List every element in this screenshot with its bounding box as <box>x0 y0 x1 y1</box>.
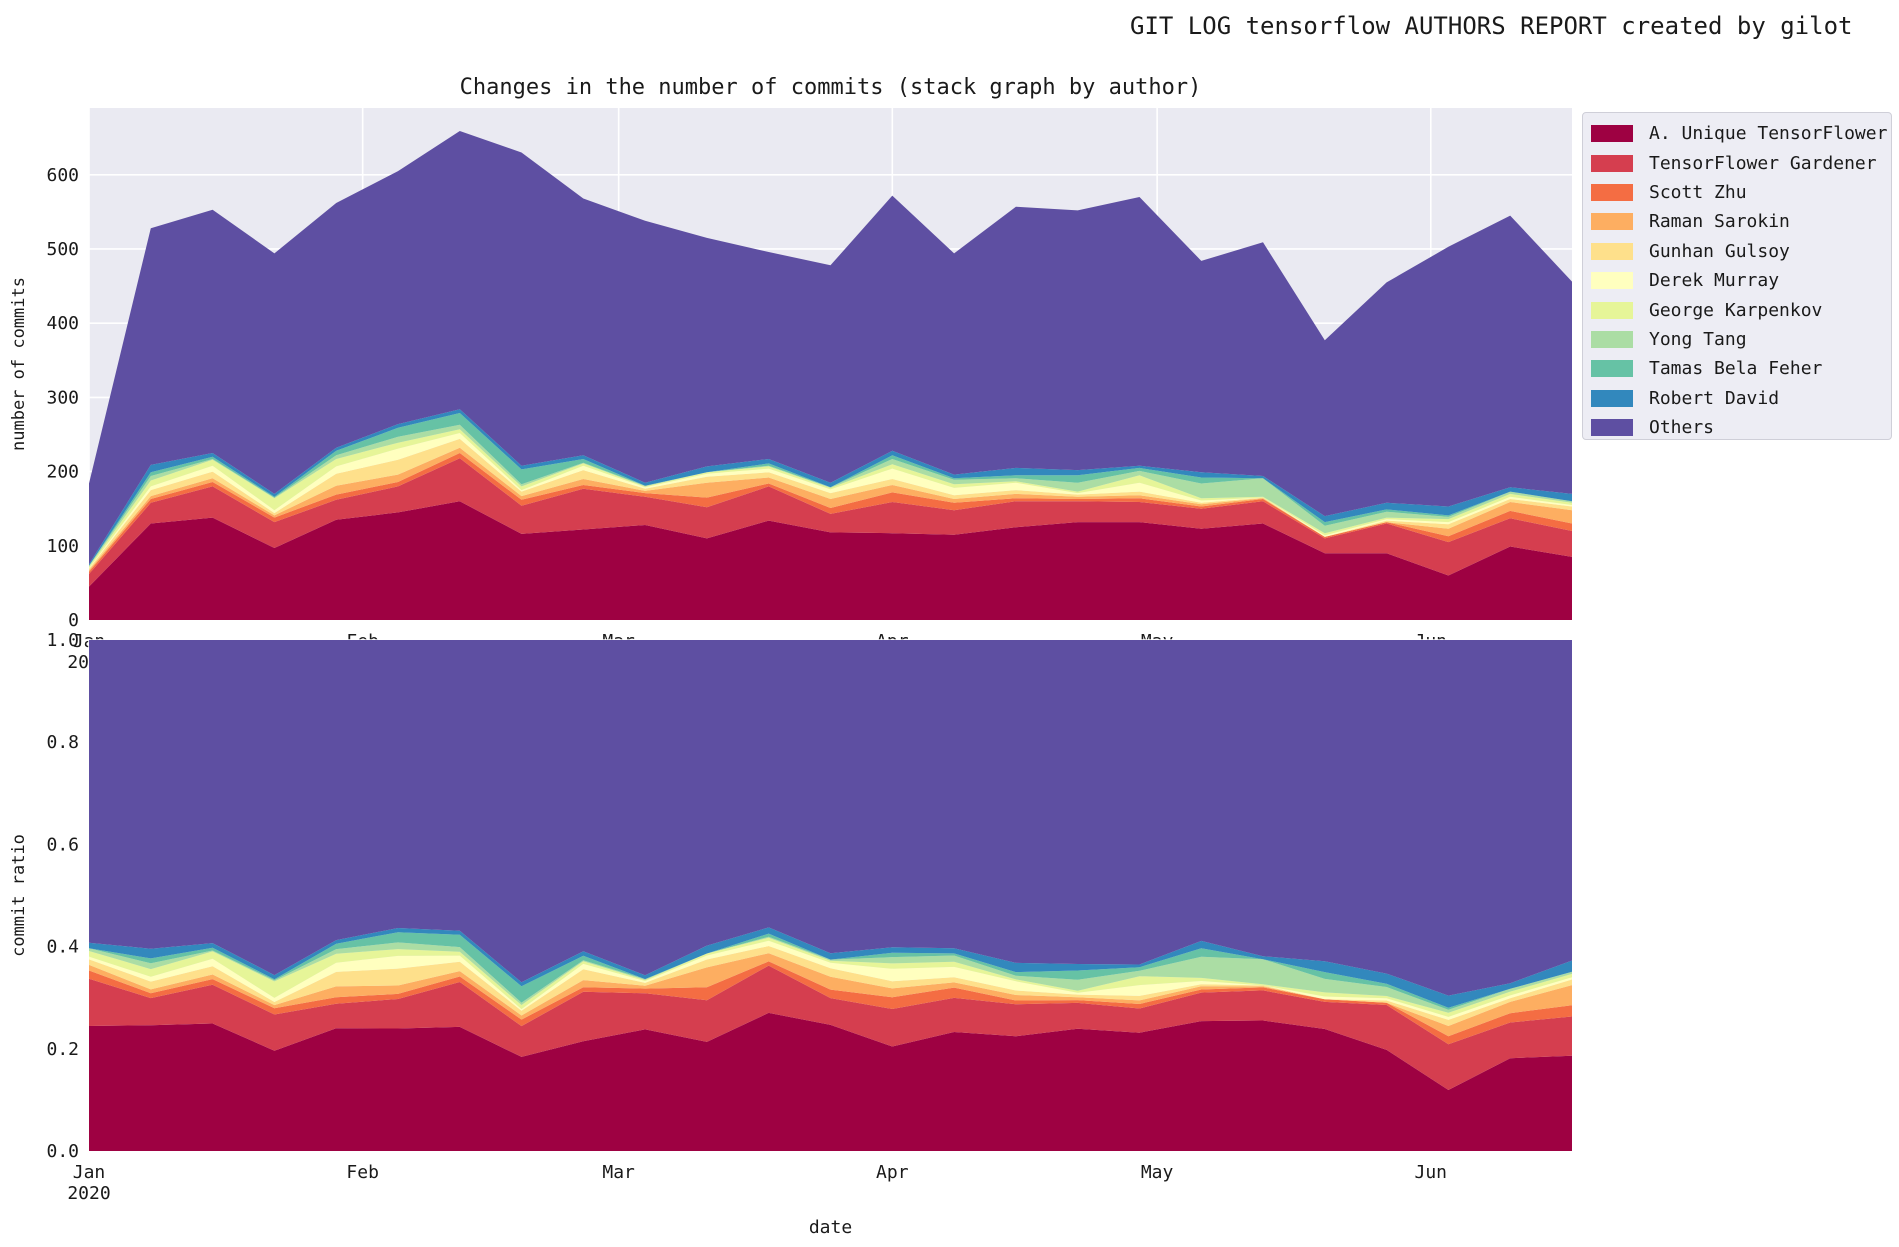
area-series-a-unique-tensorflower <box>89 501 1572 620</box>
area-series-gunhan-gulsoy <box>89 946 1572 1026</box>
legend-label: Robert David <box>1649 387 1780 409</box>
chart-legend: A. Unique TensorFlower TensorFlower Garde… <box>1582 112 1892 440</box>
area-series-yong-tang <box>89 424 1572 567</box>
x-axis-label: date <box>809 1217 852 1238</box>
x-tick-label: Jun <box>1415 1162 1448 1183</box>
legend-label: Yong Tang <box>1649 328 1747 350</box>
area-series-tensorflower-gardener <box>89 965 1572 1090</box>
area-series-others <box>89 131 1572 565</box>
area-series-george-karpenkov <box>89 937 1572 1017</box>
legend-label: TensorFlower Gardener <box>1649 152 1877 174</box>
legend-swatch <box>1591 213 1633 231</box>
y-tick-label: 0 <box>68 610 79 631</box>
area-series-yong-tang <box>89 936 1572 1013</box>
legend-label: Gunhan Gulsoy <box>1649 240 1790 262</box>
y-tick-label: 1.0 <box>46 630 79 651</box>
y-tick-label: 0.4 <box>46 937 79 958</box>
legend-item-tensorflower-gardener: TensorFlower Gardener <box>1591 148 1883 177</box>
legend-swatch <box>1591 419 1633 437</box>
legend-item-derek-murray: Derek Murray <box>1591 266 1883 295</box>
legend-item-gunhan-gulsoy: Gunhan Gulsoy <box>1591 237 1883 266</box>
legend-label: Others <box>1649 417 1715 439</box>
legend-swatch <box>1591 330 1633 348</box>
area-series-raman-sarokin <box>89 953 1572 1037</box>
y-tick-label: 200 <box>46 462 79 483</box>
y-tick-label: 300 <box>46 387 79 408</box>
y-tick-label: 500 <box>46 239 79 260</box>
y-tick-label: 100 <box>46 536 79 557</box>
legend-label: Derek Murray <box>1649 270 1780 292</box>
legend-swatch <box>1591 242 1633 260</box>
legend-label: A. Unique TensorFlower <box>1649 123 1888 145</box>
chart-title: Changes in the number of commits (stack … <box>460 75 1202 100</box>
x-tick-label: Feb <box>346 1162 379 1183</box>
x-tick-label: May <box>1141 1162 1174 1183</box>
area-series-scott-zhu <box>89 453 1572 574</box>
figure-suptitle: GIT LOG tensorflow AUTHORS REPORT create… <box>1130 12 1853 40</box>
legend-item-others: Others <box>1591 413 1883 442</box>
y-axis-label: number of commits <box>9 277 29 451</box>
legend-swatch <box>1591 272 1633 290</box>
y-tick-label: 0.8 <box>46 732 79 753</box>
legend-swatch <box>1591 301 1633 319</box>
area-series-derek-murray <box>89 940 1572 1020</box>
legend-label: Scott Zhu <box>1649 181 1747 203</box>
area-series-tamas-bela-feher <box>89 932 1572 1010</box>
commits-stack-chart: 0100200300400500600Jan2020FebMarAprMayJu… <box>9 75 1572 673</box>
legend-item-raman-sarokin: Raman Sarokin <box>1591 207 1883 236</box>
legend-swatch <box>1591 360 1633 378</box>
legend-swatch <box>1591 125 1633 143</box>
y-tick-label: 0.2 <box>46 1039 79 1060</box>
legend-label: George Karpenkov <box>1649 299 1823 321</box>
legend-swatch <box>1591 389 1633 407</box>
y-tick-label: 0.0 <box>46 1141 79 1162</box>
legend-item-scott-zhu: Scott Zhu <box>1591 178 1883 207</box>
area-series-robert-david <box>89 927 1572 1008</box>
x-tick-label: Jan <box>73 1162 106 1183</box>
legend-swatch <box>1591 183 1633 201</box>
y-tick-label: 0.6 <box>46 834 79 855</box>
area-series-others <box>89 640 1572 996</box>
legend-item-george-karpenkov: George Karpenkov <box>1591 295 1883 324</box>
legend-swatch <box>1591 154 1633 172</box>
area-series-a-unique-tensorflower <box>89 1012 1572 1151</box>
legend-label: Tamas Bela Feher <box>1649 358 1823 380</box>
y-tick-label: 600 <box>46 165 79 186</box>
x-tick-label: Mar <box>602 1162 635 1183</box>
legend-item-yong-tang: Yong Tang <box>1591 325 1883 354</box>
legend-item-tamas-bela-feher: Tamas Bela Feher <box>1591 354 1883 383</box>
legend-item-robert-david: Robert David <box>1591 384 1883 413</box>
x-tick-label: 2020 <box>67 1183 110 1204</box>
x-tick-label: Apr <box>876 1162 909 1183</box>
legend-item-a-unique-tensorflower: A. Unique TensorFlower <box>1591 119 1887 148</box>
y-tick-label: 400 <box>46 313 79 334</box>
legend-label: Raman Sarokin <box>1649 211 1790 233</box>
y-axis-label: commit ratio <box>9 834 29 957</box>
area-series-tensorflower-gardener <box>89 458 1572 587</box>
